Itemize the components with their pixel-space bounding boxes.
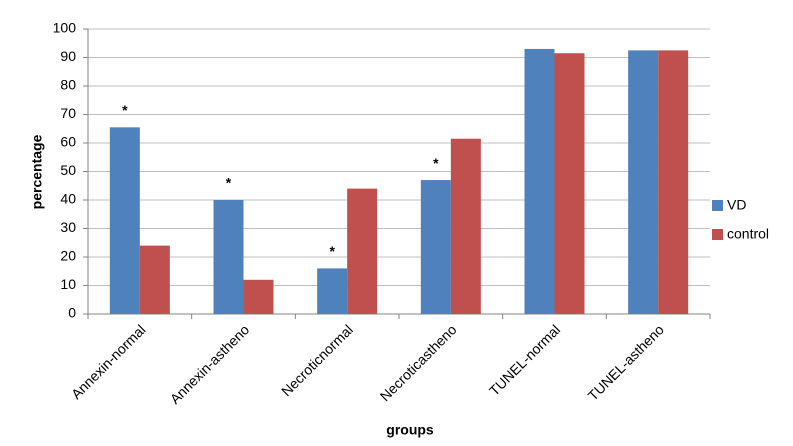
- bar: [524, 48, 555, 314]
- y-tick-label: 60: [60, 134, 76, 150]
- bar: [420, 180, 451, 314]
- annotation: *: [329, 243, 335, 259]
- y-tick-label: 30: [60, 219, 76, 235]
- bar: [658, 50, 689, 314]
- y-tick-label: 10: [60, 276, 76, 292]
- x-tick-label: Necroticastheno: [377, 321, 460, 404]
- legend-label: control: [727, 226, 769, 242]
- annotation: *: [433, 155, 439, 171]
- y-tick-label: 100: [53, 20, 77, 36]
- bar: [450, 138, 481, 314]
- bar: [109, 127, 140, 314]
- x-tick-label: TUNEL-normal: [486, 321, 563, 398]
- legend-label: VD: [727, 197, 746, 213]
- y-tick-label: 40: [60, 191, 76, 207]
- bar: [317, 268, 348, 314]
- legend-swatch: [712, 200, 723, 211]
- legend-swatch: [712, 229, 723, 240]
- y-tick-label: 80: [60, 77, 76, 93]
- bar: [347, 188, 378, 314]
- y-tick-label: 70: [60, 105, 76, 121]
- y-axis-label: percentage: [29, 134, 45, 209]
- y-tick-label: 20: [60, 248, 76, 264]
- bar: [139, 245, 170, 314]
- y-tick-label: 0: [68, 305, 76, 321]
- x-tick-label: TUNEL-astheno: [585, 321, 667, 403]
- bar: [554, 53, 585, 314]
- bar: [213, 200, 244, 314]
- bar: [628, 50, 659, 314]
- x-tick-label: Annexin-astheno: [167, 321, 253, 407]
- x-tick-label: Annexin-normal: [68, 321, 149, 402]
- y-tick-label: 50: [60, 162, 76, 178]
- annotation: *: [122, 102, 128, 118]
- bar: [243, 279, 274, 314]
- x-tick-label: Necroticnormal: [278, 321, 356, 399]
- annotation: *: [226, 175, 232, 191]
- y-tick-label: 90: [60, 48, 76, 64]
- x-axis-label: groups: [386, 422, 434, 438]
